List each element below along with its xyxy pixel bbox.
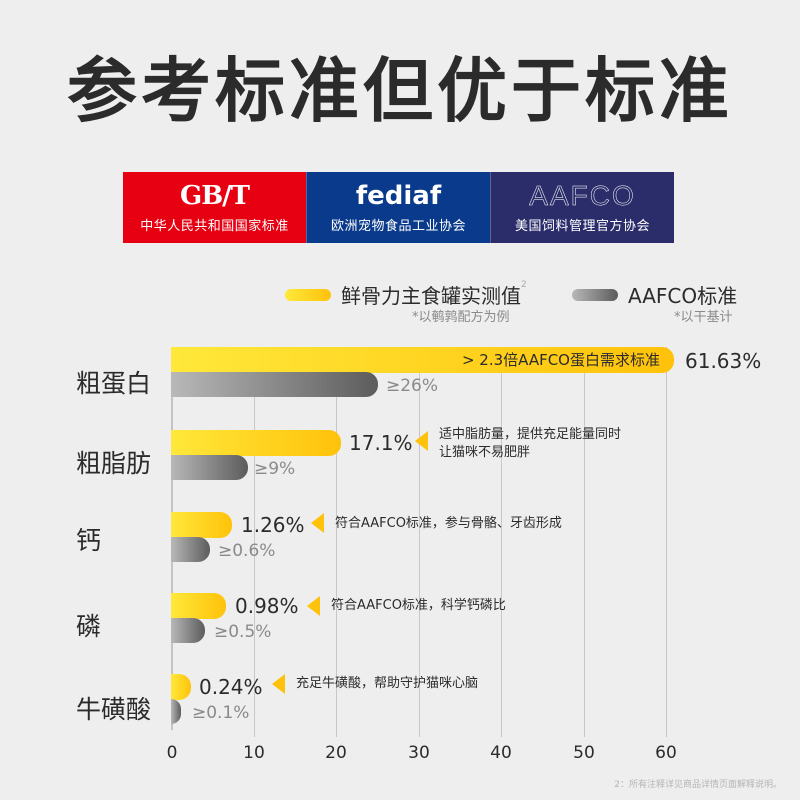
bar-standard-protein [171, 372, 378, 397]
gridline-40 [501, 347, 502, 737]
x-tick-40: 40 [490, 743, 512, 763]
value-standard-phosphorus: ≥0.5% [214, 622, 272, 642]
bar-measured-protein: > 2.3倍AAFCO蛋白需求标准 [171, 347, 674, 373]
category-label-protein: 粗蛋白 [76, 369, 152, 398]
bar-standard-fat [171, 455, 248, 480]
legend-measured-label: 鲜骨力主食罐实测值 [341, 284, 521, 308]
footnote-marker: 2 [521, 280, 527, 290]
footnote: 2：所有注释详见商品详情页面解释说明。 [614, 780, 782, 790]
bar-standard-taurine [171, 699, 181, 724]
value-standard-taurine: ≥0.1% [192, 703, 250, 723]
category-label-fat: 粗脂肪 [76, 449, 152, 478]
gridline-30 [419, 347, 420, 737]
note-fat: 适中脂肪量，提供充足能量同时 让猫咪不易肥胖 [439, 427, 622, 460]
bar-standard-calcium [171, 537, 210, 562]
callout-arrow-icon [415, 431, 428, 451]
x-tick-0: 0 [166, 743, 178, 763]
bar-measured-calcium [171, 512, 232, 538]
category-label-phosphorus: 磷 [76, 612, 102, 641]
x-tick-10: 10 [243, 743, 265, 763]
value-measured-taurine: 0.24% [199, 675, 263, 699]
fediaf-subtitle: 欧洲宠物食品工业协会 [330, 219, 466, 234]
logo-aafco: AAFCO 美国饲料管理官方协会 [490, 172, 674, 243]
value-standard-fat: ≥9% [254, 459, 296, 479]
callout-arrow-icon [311, 513, 324, 533]
x-tick-30: 30 [408, 743, 430, 763]
gridline-60 [666, 347, 667, 737]
legend-standard-label: AAFCO标准 [628, 284, 738, 308]
value-measured-calcium: 1.26% [241, 513, 305, 537]
legend-measured: 鲜骨力主食罐实测值2 [285, 280, 527, 309]
gbt-mark: GB/T [179, 181, 250, 211]
legend-swatch-yellow [285, 288, 331, 301]
bar-measured-phosphorus [171, 593, 226, 619]
legend-standard: AAFCO标准 [572, 280, 737, 309]
bar-measured-fat [171, 430, 341, 456]
aafco-mark: AAFCO [529, 180, 636, 211]
value-standard-calcium: ≥0.6% [218, 541, 276, 561]
category-label-taurine: 牛磺酸 [76, 695, 152, 724]
callout-arrow-icon [307, 596, 320, 616]
value-standard-protein: ≥26% [386, 376, 439, 396]
gridline-20 [336, 347, 337, 737]
logo-fediaf: fediaf 欧洲宠物食品工业协会 [306, 172, 490, 243]
x-tick-60: 60 [655, 743, 677, 763]
page-title: 参考标准但优于标准 [67, 50, 733, 132]
gridline-10 [254, 347, 255, 737]
gridline-50 [584, 347, 585, 737]
logo-gbt: GB/T 中华人民共和国国家标准 [123, 172, 306, 243]
fediaf-mark: fediaf [355, 181, 442, 211]
aafco-subtitle: 美国饲料管理官方协会 [514, 219, 650, 234]
value-measured-phosphorus: 0.98% [235, 594, 299, 618]
legend-swatch-gray [572, 288, 618, 301]
note-taurine: 充足牛磺酸，帮助守护猫咪心脑 [296, 676, 479, 691]
gbt-subtitle: 中华人民共和国国家标准 [140, 219, 289, 234]
callout-arrow-icon [272, 674, 285, 694]
bar-standard-phosphorus [171, 618, 205, 643]
x-tick-20: 20 [325, 743, 347, 763]
legend-standard-note: *以干基计 [674, 310, 733, 325]
value-measured-fat: 17.1% [349, 431, 413, 455]
x-tick-50: 50 [573, 743, 595, 763]
bar-measured-taurine [171, 674, 191, 700]
protein-annotation: > 2.3倍AAFCO蛋白需求标准 [461, 351, 660, 369]
standards-logos: GB/T 中华人民共和国国家标准 fediaf 欧洲宠物食品工业协会 AAFCO… [123, 172, 674, 243]
category-label-calcium: 钙 [76, 526, 102, 555]
note-calcium: 符合AAFCO标准，参与骨骼、牙齿形成 [335, 516, 562, 531]
note-phosphorus: 符合AAFCO标准，科学钙磷比 [331, 598, 506, 613]
value-measured-protein: 61.63% [685, 349, 762, 373]
legend-measured-note: *以鹌鹑配方为例 [412, 310, 510, 325]
